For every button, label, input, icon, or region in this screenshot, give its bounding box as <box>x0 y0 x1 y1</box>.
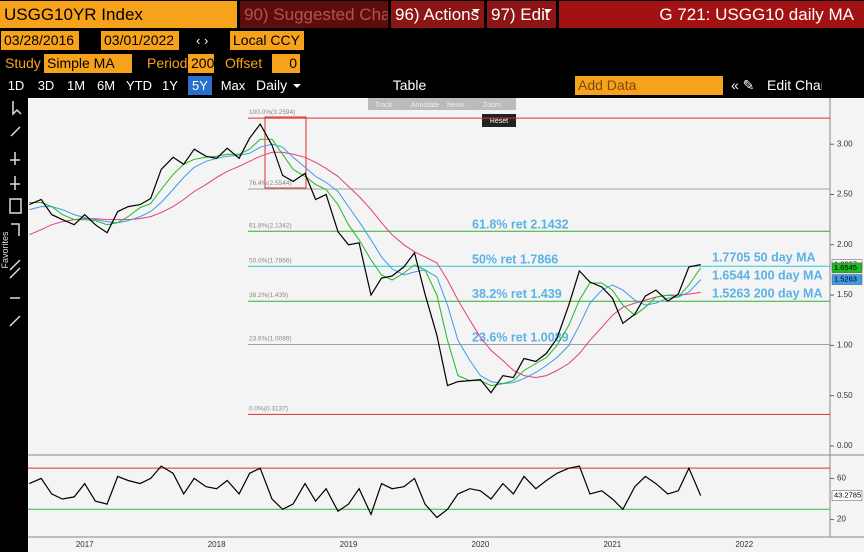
tool-label[interactable]: Zoom <box>483 102 501 109</box>
y-tick-label: 1.00 <box>837 340 853 349</box>
fib-label: 0.0%(0.3137) <box>249 405 288 412</box>
fib-label: 76.4%(2.5544) <box>249 180 292 187</box>
y-tick-label: 0.50 <box>837 391 853 400</box>
range-button[interactable]: Max <box>220 78 246 93</box>
axis-tag <box>831 274 863 285</box>
frequency-menu[interactable]: Daily <box>253 76 305 95</box>
fib-label: 100.0%(3.2594) <box>249 109 295 116</box>
tool-label[interactable]: Track <box>375 102 393 109</box>
edit-menu[interactable]: 97) Edit <box>487 1 556 28</box>
fib-label: 38.2%(1.439) <box>249 292 288 299</box>
series-line <box>29 465 702 519</box>
axis-tag-label: 1.5263 <box>834 275 857 284</box>
y-tick-label: 20 <box>837 515 846 524</box>
range-button[interactable]: 1Y <box>162 78 178 93</box>
edit-chart-button[interactable]: Edit Chart <box>767 77 822 93</box>
date-arrows[interactable]: ‹ › <box>196 33 209 48</box>
tool-label[interactable]: Annotate <box>411 102 439 109</box>
chart-name: G 721: USGG10 daily MA <box>559 1 864 28</box>
ma-label: 1.7705 50 day MA <box>712 250 816 264</box>
chart: Favorites Track Annotate News Zoom Reset 0.… <box>0 98 864 552</box>
axis-tag-label: 1.6545 <box>834 263 857 272</box>
range-button[interactable]: 3D <box>37 78 55 93</box>
suggested-charts[interactable]: 90) Suggested Charts <box>240 1 388 28</box>
range-button[interactable]: 1M <box>66 78 86 93</box>
series-line <box>29 143 702 385</box>
ma-label: 1.6544 100 day MA <box>712 268 823 282</box>
fib-label: 50.0%(1.7866) <box>249 257 292 264</box>
y-tick-label: 1.50 <box>837 290 853 299</box>
series-line <box>29 138 702 387</box>
offset-label: Offset <box>225 55 263 71</box>
start-date[interactable]: 03/28/2016 <box>1 31 79 50</box>
add-data-field[interactable]: Add Data <box>575 76 723 95</box>
security-field[interactable]: USGG10YR Index <box>0 1 237 28</box>
plot-background <box>28 98 864 552</box>
tool-label[interactable]: News <box>447 102 465 109</box>
y-tick-label: 2.50 <box>837 190 853 199</box>
series-line <box>29 151 701 379</box>
y-tick-label: 2.00 <box>837 240 853 249</box>
x-tick-label: 2020 <box>472 540 490 549</box>
series-line <box>29 123 701 394</box>
y-tick-label: 3.00 <box>837 139 853 148</box>
collapse-icon[interactable]: « ✎ <box>731 77 755 93</box>
y-tick-label: 60 <box>837 474 846 483</box>
end-date[interactable]: 03/01/2022 <box>101 31 179 50</box>
range-button[interactable]: 6M <box>96 78 116 93</box>
fib-label: 61.8%(2.1342) <box>249 222 292 229</box>
actions-menu[interactable]: 96) Actions <box>391 1 484 28</box>
tool-icons[interactable] <box>9 101 22 327</box>
fib-ret-label: 23.6% ret 1.0089 <box>472 330 569 344</box>
ma-label: 1.5263 200 day MA <box>712 286 823 300</box>
study-field[interactable]: Simple MA <box>44 54 132 73</box>
x-tick-label: 2017 <box>76 540 94 549</box>
axis-tag-label: 43.2785 <box>834 491 861 500</box>
side-toolbar <box>0 98 28 552</box>
floating-toolbar <box>368 98 516 110</box>
favorites-label[interactable]: Favorites <box>0 231 10 269</box>
reset-label[interactable]: Reset <box>490 118 508 125</box>
reset-button[interactable] <box>482 114 516 127</box>
study-label: Study <box>5 55 41 71</box>
fib-anchor-box <box>264 116 307 189</box>
range-button[interactable]: 1D <box>7 78 25 93</box>
offset-field[interactable]: 0 <box>272 54 300 73</box>
fib-ret-label: 61.8% ret 2.1432 <box>472 217 569 231</box>
period-label: Period <box>147 55 188 71</box>
range-button[interactable]: 5Y <box>188 76 212 95</box>
axis-tag <box>831 262 863 274</box>
axis-tag <box>831 490 863 501</box>
table-button[interactable]: Table <box>392 77 427 93</box>
range-button[interactable]: YTD <box>126 78 152 93</box>
x-tick-label: 2019 <box>340 540 358 549</box>
fib-ret-label: 38.2% ret 1.439 <box>472 287 562 301</box>
x-tick-label: 2021 <box>603 540 621 549</box>
period-field[interactable]: 200 <box>188 54 214 73</box>
x-tick-label: 2018 <box>208 540 226 549</box>
x-tick-label: 2022 <box>735 540 753 549</box>
y-tick-label: 0.00 <box>837 441 853 450</box>
fib-label: 23.6%(1.0089) <box>249 335 292 342</box>
currency[interactable]: Local CCY <box>230 31 304 50</box>
fib-ret-label: 50% ret 1.7866 <box>472 252 558 266</box>
